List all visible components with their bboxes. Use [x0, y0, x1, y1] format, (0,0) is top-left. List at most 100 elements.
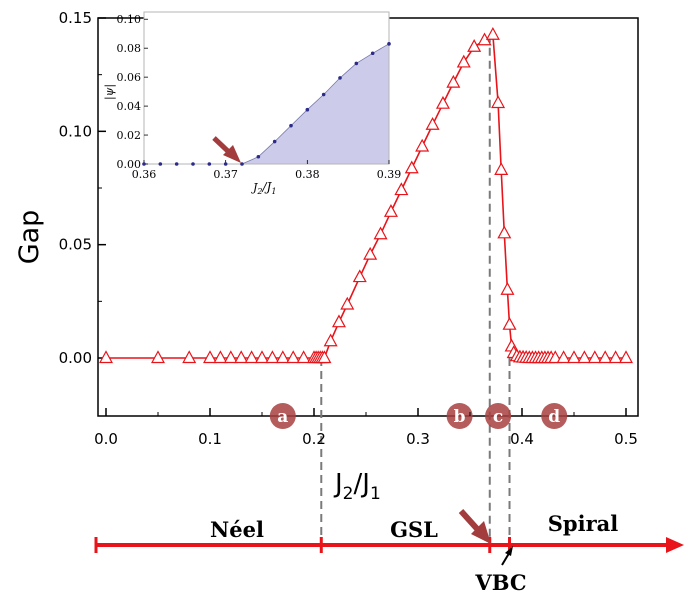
inset-point	[354, 61, 359, 66]
inset-y-tick-label: 0.08	[117, 42, 142, 55]
inset-point	[223, 162, 228, 166]
inset-plot-frame	[143, 11, 390, 165]
x-axis-title-sub1: 1	[370, 484, 381, 504]
inset-onset-arrow-icon	[212, 136, 241, 163]
gap-point	[213, 350, 228, 364]
gap-point	[467, 39, 482, 52]
region-markers: a b c d	[269, 403, 568, 429]
gap-point	[618, 350, 634, 364]
gap-point	[485, 27, 500, 40]
inset-x-axis-title: J2/J1	[251, 180, 276, 196]
phase-label-gsl: GSL	[390, 517, 438, 542]
region-marker-label: c	[493, 407, 503, 427]
x-tick-label: 0.3	[406, 430, 430, 448]
inset-point	[370, 51, 375, 56]
gap-point	[497, 225, 512, 239]
gap-point	[244, 350, 259, 364]
dashed-lines	[320, 34, 511, 545]
inset-point	[387, 42, 391, 46]
region-marker-label: b	[454, 407, 466, 427]
gap-point	[340, 296, 355, 310]
inset-point	[321, 92, 326, 97]
inset-point	[207, 162, 212, 166]
inset-point	[142, 162, 146, 166]
gap-point	[150, 350, 166, 364]
gap-point	[182, 350, 197, 364]
x-tick-label: 0.2	[302, 430, 326, 448]
inset-x-axis-ticks: 0.36 0.37 0.38 0.39	[132, 160, 402, 181]
gap-point	[317, 350, 332, 364]
inset-y-tick-label: 0.06	[117, 71, 142, 84]
inset-y-tick-label: 0.10	[117, 13, 142, 26]
inset-y-tick-label: 0.02	[117, 129, 142, 142]
inset-plot: 0.000.020.040.060.080.10 0.36 0.37 0.38 0.3…	[103, 11, 402, 196]
gap-point	[394, 182, 409, 196]
x-axis-title-sub2: 2	[343, 484, 354, 504]
gap-point	[435, 95, 450, 109]
x-axis-title-slash: /J	[354, 469, 370, 499]
y-tick-label: 0.05	[59, 236, 92, 254]
inset-point	[256, 154, 261, 159]
gap-point	[608, 350, 623, 364]
gap-point	[502, 316, 517, 330]
inset-point	[338, 76, 342, 80]
y-tick-label: 0.10	[59, 122, 92, 140]
gap-point	[491, 95, 506, 109]
gap-point	[363, 246, 378, 260]
gap-point	[548, 350, 563, 364]
y-tick-label: 0.00	[59, 349, 92, 367]
region-marker-label: d	[548, 407, 560, 427]
gap-point	[265, 350, 280, 364]
y-tick-label: 0.15	[59, 9, 92, 27]
svg-text:J2/J1: J2/J1	[333, 469, 381, 504]
gap-point	[446, 74, 461, 88]
y-axis-title: Gap	[14, 210, 45, 265]
gap-point	[456, 54, 471, 68]
inset-x-tick-label: 0.39	[377, 168, 402, 181]
gap-point	[331, 314, 346, 328]
gap-point	[352, 269, 367, 283]
x-axis-title-j: J	[333, 469, 343, 499]
gap-point	[98, 350, 114, 364]
x-tick-label: 0.4	[510, 430, 534, 448]
gap-point	[275, 350, 290, 364]
inset-points	[142, 42, 391, 166]
inset-y-axis-title: |ψ|	[103, 84, 117, 100]
gap-point	[587, 350, 602, 364]
gap-point	[556, 350, 571, 364]
region-marker-label: a	[277, 407, 288, 427]
gap-point	[223, 350, 238, 364]
inset-x-tick-label: 0.38	[295, 168, 320, 181]
gap-point	[598, 350, 613, 364]
inset-arrow-head	[223, 145, 241, 163]
gap-point	[286, 350, 301, 364]
main-plot: a b c d 0.00 0.05 0.10 0.15 0.0 0.1 0.2 0.3 0.4 0.5…	[14, 9, 639, 545]
region-marker-b	[446, 403, 473, 429]
inset-point	[289, 123, 293, 128]
gap-point	[202, 350, 218, 364]
phase-bar-arrowhead-icon	[666, 537, 684, 553]
gap-point	[500, 282, 515, 295]
gap-point	[577, 350, 592, 364]
inset-y-tick-label: 0.00	[117, 158, 142, 171]
gsl-boundary-arrow-icon	[458, 508, 491, 544]
gap-point	[415, 138, 430, 152]
phase-label-vbc: VBC	[474, 570, 526, 595]
x-tick-label: 0.1	[198, 430, 222, 448]
phase-label-spiral: Spiral	[548, 511, 618, 536]
gap-point	[373, 226, 388, 240]
vbc-pointer-arrowhead-icon	[505, 546, 513, 556]
inset-point	[305, 107, 310, 112]
region-marker-c	[485, 403, 512, 429]
gap-point	[425, 117, 440, 130]
inset-point	[272, 139, 277, 144]
gap-series	[98, 27, 634, 364]
inset-point	[158, 162, 163, 166]
x-tick-label: 0.5	[614, 430, 638, 448]
x-tick-label: 0.0	[94, 430, 118, 448]
gap-point	[383, 204, 398, 217]
inset-point	[240, 162, 244, 166]
inset-filled-region	[144, 43, 389, 164]
x-axis-ticks: 0.0 0.1 0.2 0.3 0.4 0.5	[94, 408, 638, 448]
